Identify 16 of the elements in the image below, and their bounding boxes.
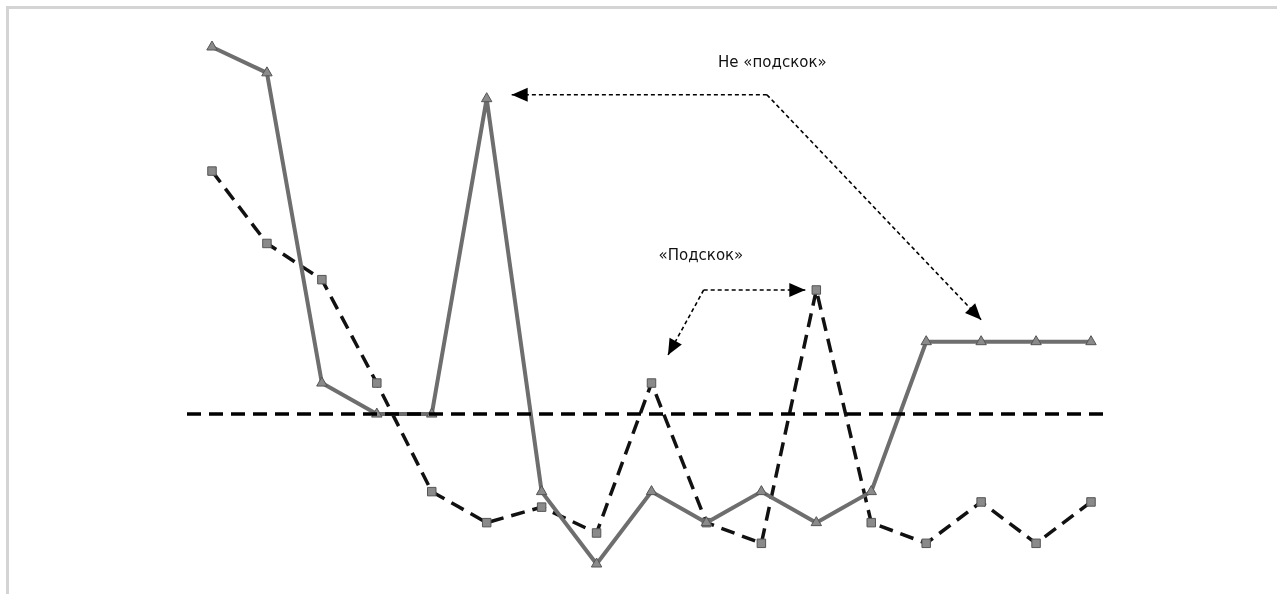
- point: [755, 485, 768, 496]
- point: [206, 40, 218, 51]
- point: [1085, 335, 1097, 346]
- annotation: Не «подскок»: [718, 53, 827, 71]
- point: [810, 516, 823, 527]
- point: [645, 485, 658, 496]
- point: [975, 335, 987, 346]
- point: [865, 485, 877, 496]
- annotation: «Подскок»: [658, 245, 744, 264]
- point: [480, 92, 493, 103]
- point: [535, 485, 548, 496]
- point: [316, 376, 328, 387]
- point: [590, 557, 603, 568]
- point: [1030, 335, 1042, 346]
- point: [920, 335, 932, 346]
- point: [261, 66, 273, 77]
